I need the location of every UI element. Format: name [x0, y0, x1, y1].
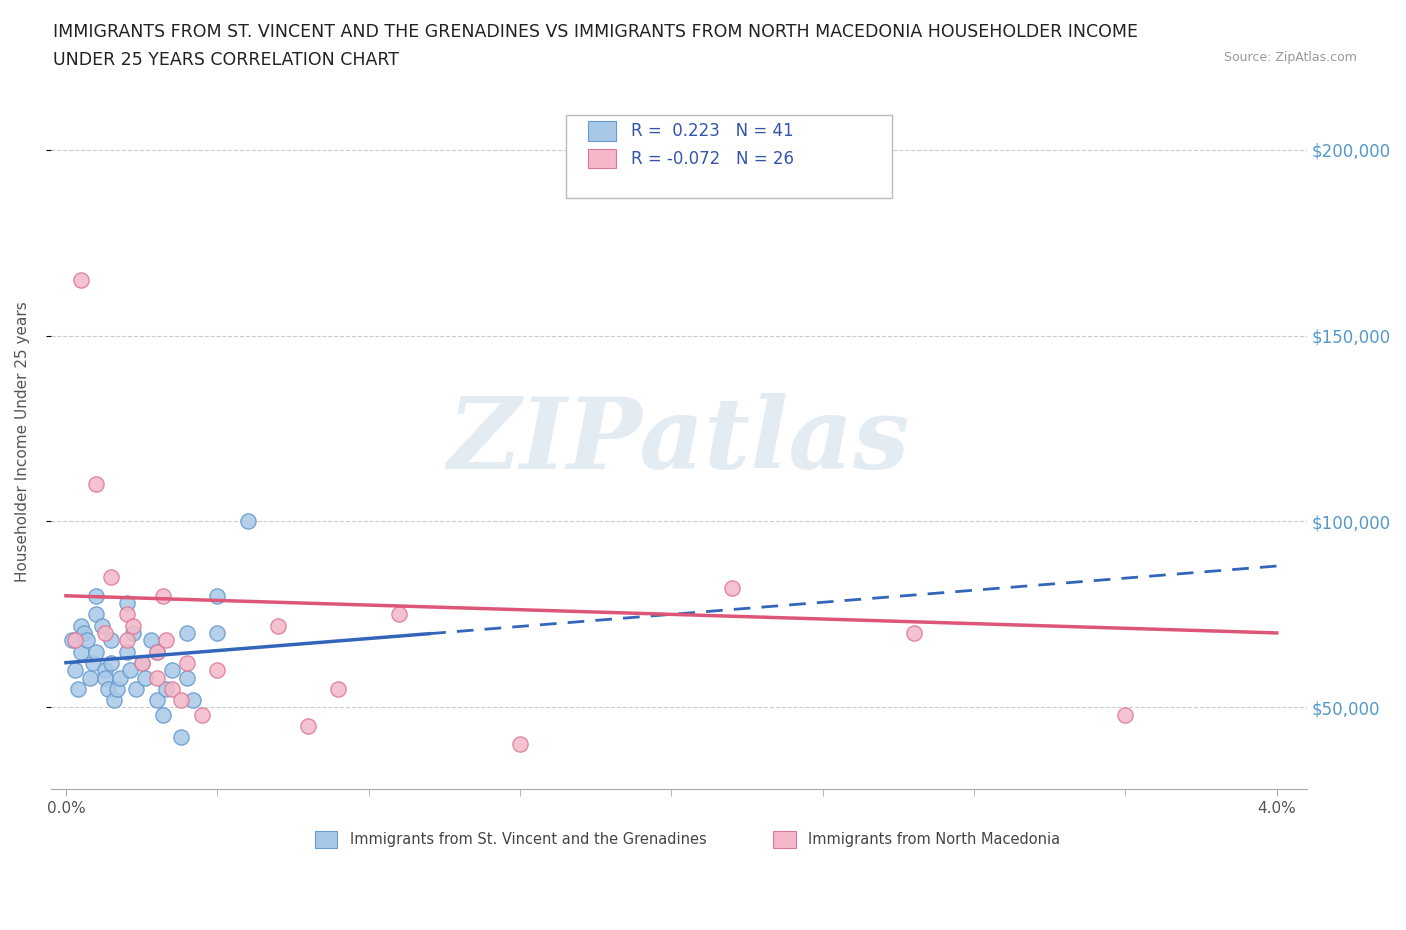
- Point: [94, 626, 117, 641]
- Point: [721, 581, 744, 596]
- Point: [388, 607, 411, 622]
- Point: [134, 671, 156, 685]
- Point: [94, 671, 117, 685]
- Text: Source: ZipAtlas.com: Source: ZipAtlas.com: [1223, 51, 1357, 64]
- Point: [176, 626, 198, 641]
- Point: [124, 682, 146, 697]
- Point: [146, 644, 169, 659]
- Point: [509, 737, 531, 751]
- Text: Immigrants from North Macedonia: Immigrants from North Macedonia: [808, 832, 1060, 847]
- Point: [110, 671, 132, 685]
- Point: [63, 663, 86, 678]
- Point: [82, 656, 104, 671]
- Point: [84, 607, 107, 622]
- Point: [176, 671, 198, 685]
- FancyBboxPatch shape: [589, 121, 616, 140]
- Point: [207, 626, 229, 641]
- Point: [79, 671, 101, 685]
- Point: [94, 663, 117, 678]
- Point: [328, 682, 350, 697]
- FancyBboxPatch shape: [773, 830, 796, 848]
- Y-axis label: Householder Income Under 25 years: Householder Income Under 25 years: [15, 301, 30, 582]
- Point: [903, 626, 925, 641]
- Point: [176, 656, 198, 671]
- Point: [118, 663, 141, 678]
- Point: [115, 596, 138, 611]
- Point: [100, 656, 122, 671]
- Point: [103, 693, 125, 708]
- FancyBboxPatch shape: [565, 115, 893, 198]
- Point: [100, 570, 122, 585]
- Point: [152, 589, 174, 604]
- Point: [70, 272, 93, 287]
- Point: [207, 589, 229, 604]
- Point: [60, 633, 83, 648]
- Text: Immigrants from St. Vincent and the Grenadines: Immigrants from St. Vincent and the Gren…: [350, 832, 707, 847]
- Point: [146, 644, 169, 659]
- Point: [139, 633, 162, 648]
- Point: [236, 514, 259, 529]
- Text: R =  0.223   N = 41: R = 0.223 N = 41: [631, 122, 794, 140]
- Point: [155, 682, 177, 697]
- Text: IMMIGRANTS FROM ST. VINCENT AND THE GRENADINES VS IMMIGRANTS FROM NORTH MACEDONI: IMMIGRANTS FROM ST. VINCENT AND THE GREN…: [53, 23, 1139, 41]
- Point: [115, 644, 138, 659]
- Text: R = -0.072   N = 26: R = -0.072 N = 26: [631, 150, 794, 167]
- Point: [91, 618, 114, 633]
- Point: [170, 693, 193, 708]
- Point: [131, 656, 153, 671]
- Point: [67, 682, 90, 697]
- Point: [297, 718, 319, 733]
- Point: [121, 618, 143, 633]
- Point: [207, 663, 229, 678]
- Point: [84, 477, 107, 492]
- FancyBboxPatch shape: [315, 830, 337, 848]
- Point: [170, 729, 193, 744]
- Point: [84, 644, 107, 659]
- Text: UNDER 25 YEARS CORRELATION CHART: UNDER 25 YEARS CORRELATION CHART: [53, 51, 399, 69]
- Point: [115, 607, 138, 622]
- Point: [160, 663, 183, 678]
- Point: [100, 633, 122, 648]
- Point: [152, 707, 174, 722]
- Text: ZIPatlas: ZIPatlas: [447, 393, 910, 490]
- Point: [73, 626, 96, 641]
- Point: [70, 644, 93, 659]
- Point: [146, 693, 169, 708]
- Point: [146, 671, 169, 685]
- Point: [84, 589, 107, 604]
- Point: [97, 682, 120, 697]
- Point: [267, 618, 290, 633]
- FancyBboxPatch shape: [589, 149, 616, 168]
- Point: [76, 633, 98, 648]
- Point: [155, 633, 177, 648]
- Point: [181, 693, 204, 708]
- Point: [131, 656, 153, 671]
- Point: [107, 682, 129, 697]
- Point: [70, 618, 93, 633]
- Point: [160, 682, 183, 697]
- Point: [1114, 707, 1136, 722]
- Point: [121, 626, 143, 641]
- Point: [115, 633, 138, 648]
- Point: [63, 633, 86, 648]
- Point: [191, 707, 214, 722]
